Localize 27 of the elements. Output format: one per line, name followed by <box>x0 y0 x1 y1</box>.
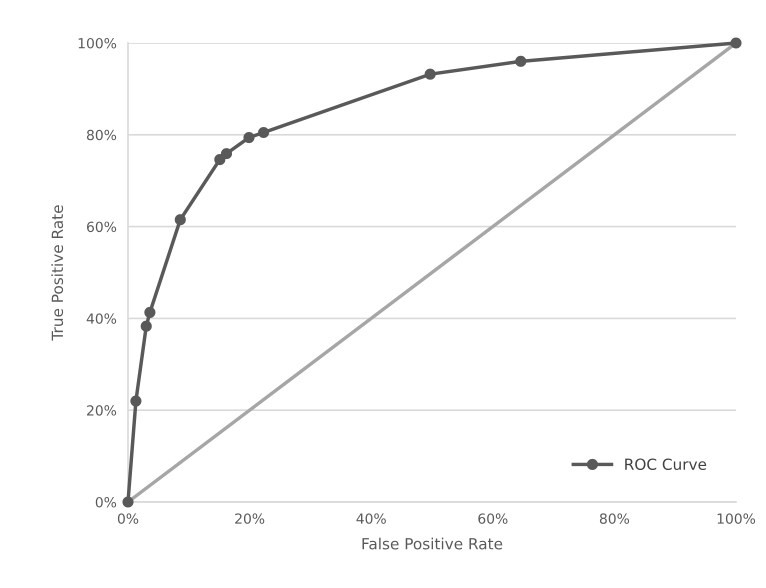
x-axis-title: False Positive Rate <box>362 538 502 550</box>
y-tick-label: 60% <box>86 222 116 232</box>
point <box>220 148 232 160</box>
point <box>174 214 186 226</box>
legend-label: ROC Curve <box>625 458 706 470</box>
point <box>122 496 134 508</box>
y-tick-label: 40% <box>86 313 116 324</box>
point <box>730 37 742 49</box>
point <box>214 154 226 166</box>
point <box>258 126 270 138</box>
point <box>424 68 436 80</box>
y-tick-label: 100% <box>78 38 116 48</box>
y-axis-title: True Positive Rate <box>51 205 64 341</box>
x-tick-label: 40% <box>356 513 386 524</box>
point <box>140 320 152 332</box>
point <box>144 306 156 318</box>
point <box>130 395 142 407</box>
x-tick-label: 20% <box>235 513 264 524</box>
y-tick-label: 0% <box>96 496 116 508</box>
x-tick-label: 0% <box>118 513 138 524</box>
x-tick-label: 100% <box>718 513 756 524</box>
y-tick-label: 20% <box>87 405 116 416</box>
y-tick-label: 80% <box>86 130 116 140</box>
point <box>515 56 526 67</box>
x-tick-label: 60% <box>478 513 508 524</box>
point <box>243 132 255 144</box>
x-tick-label: 80% <box>600 513 630 524</box>
